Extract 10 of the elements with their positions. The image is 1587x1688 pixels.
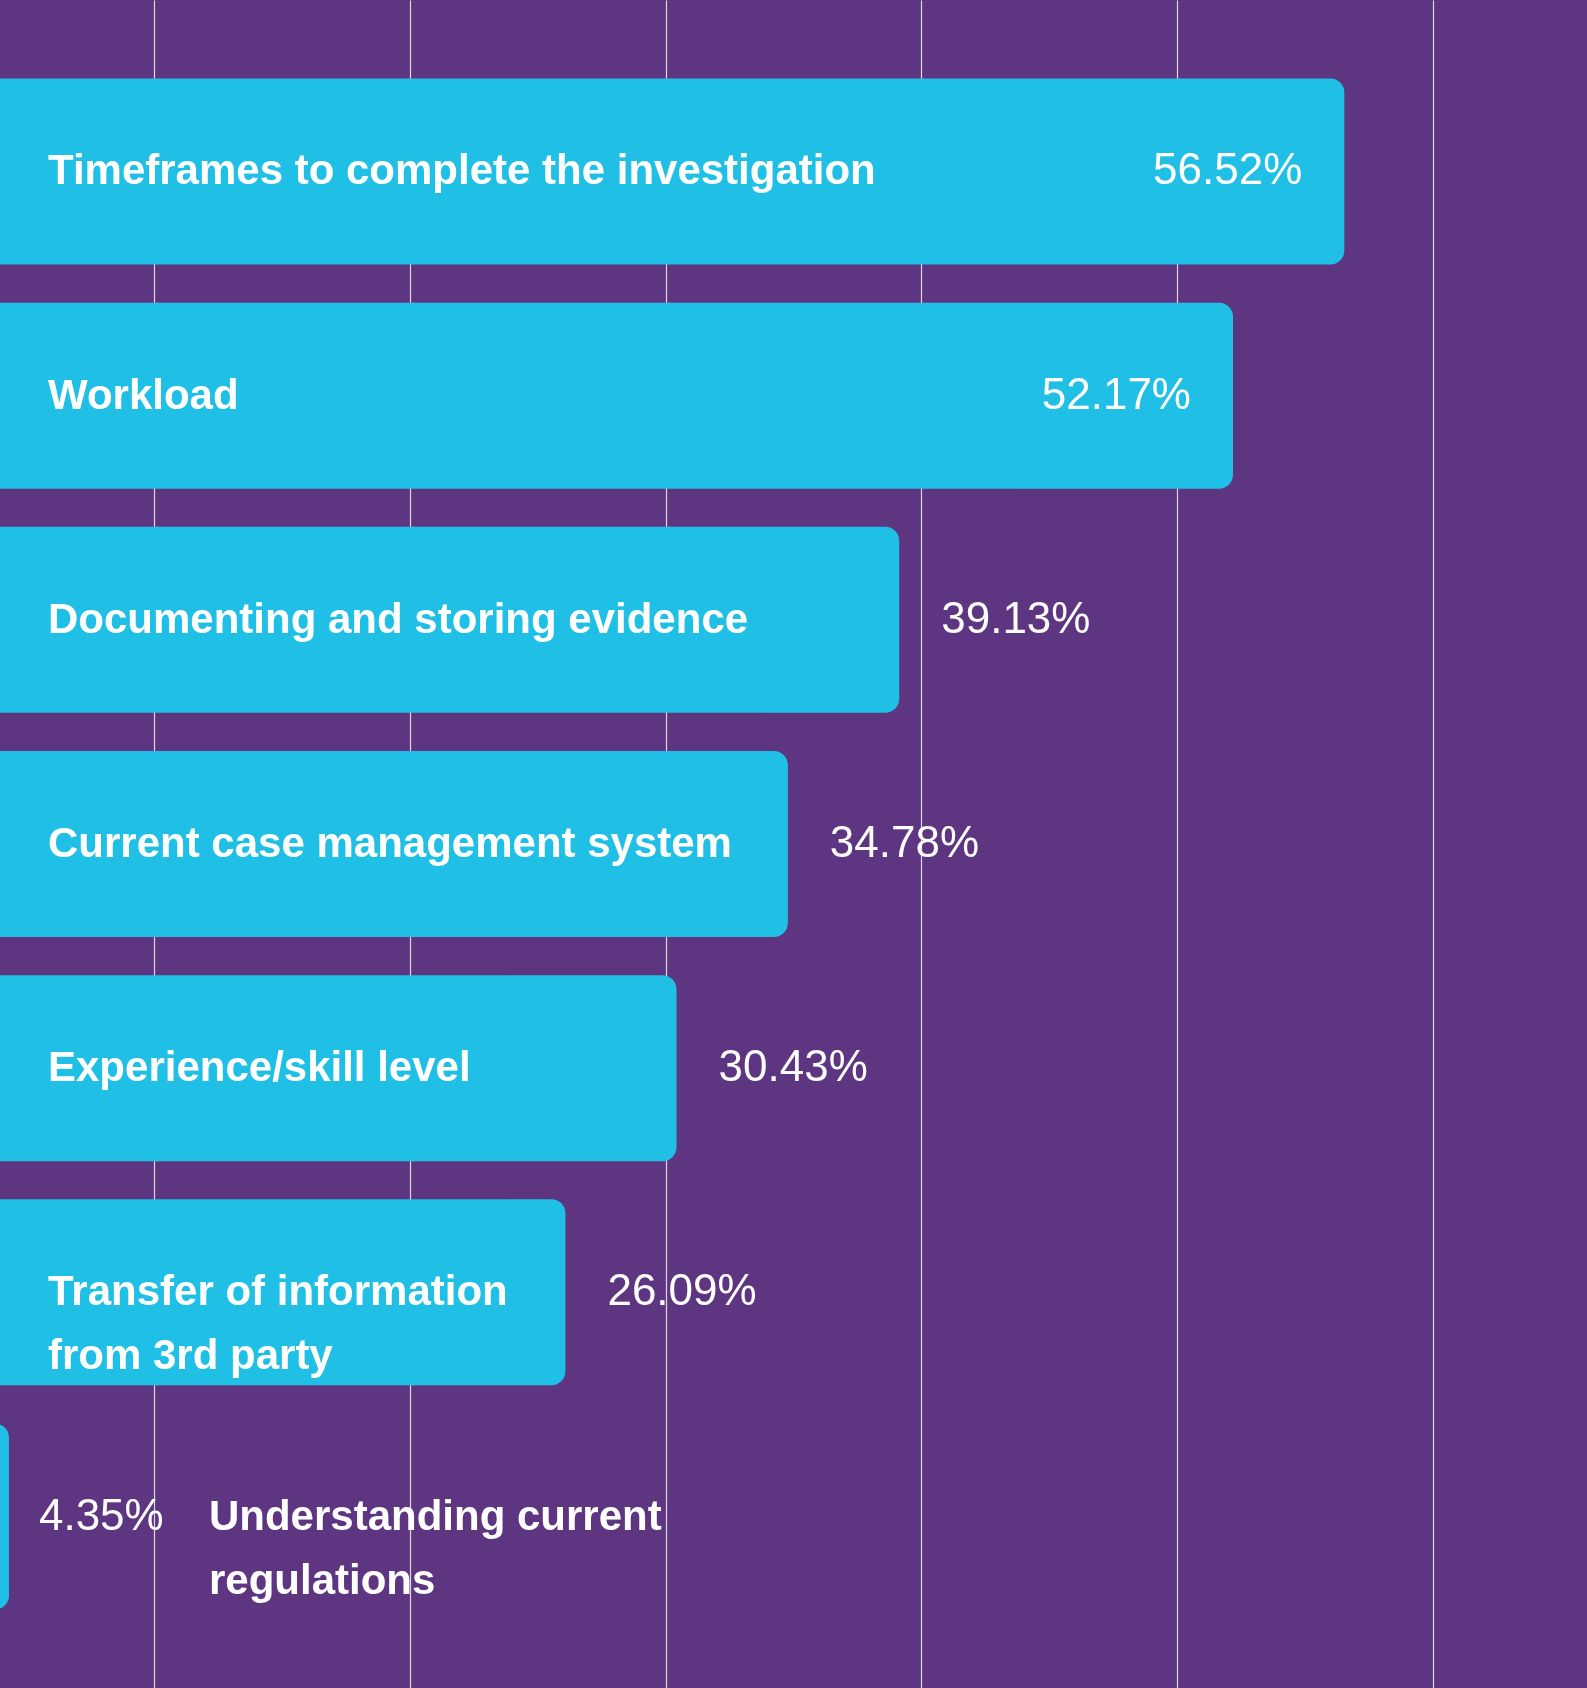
y-tick-label: Transfer of information from 3rd party: [48, 1267, 508, 1379]
data-label: 56.52%: [1153, 144, 1303, 194]
y-tick-label: Current case management system: [48, 819, 732, 866]
data-label: 52.17%: [1041, 368, 1191, 418]
data-label: 30.43%: [718, 1041, 868, 1091]
y-tick-label: Timeframes to complete the investigation: [48, 146, 876, 194]
y-tick-label: Documenting and storing evidence: [48, 594, 749, 642]
y-tick-label: Workload: [48, 370, 239, 418]
y-tick-label: Experience/skill level: [48, 1043, 471, 1091]
data-label: 39.13%: [941, 592, 1091, 642]
